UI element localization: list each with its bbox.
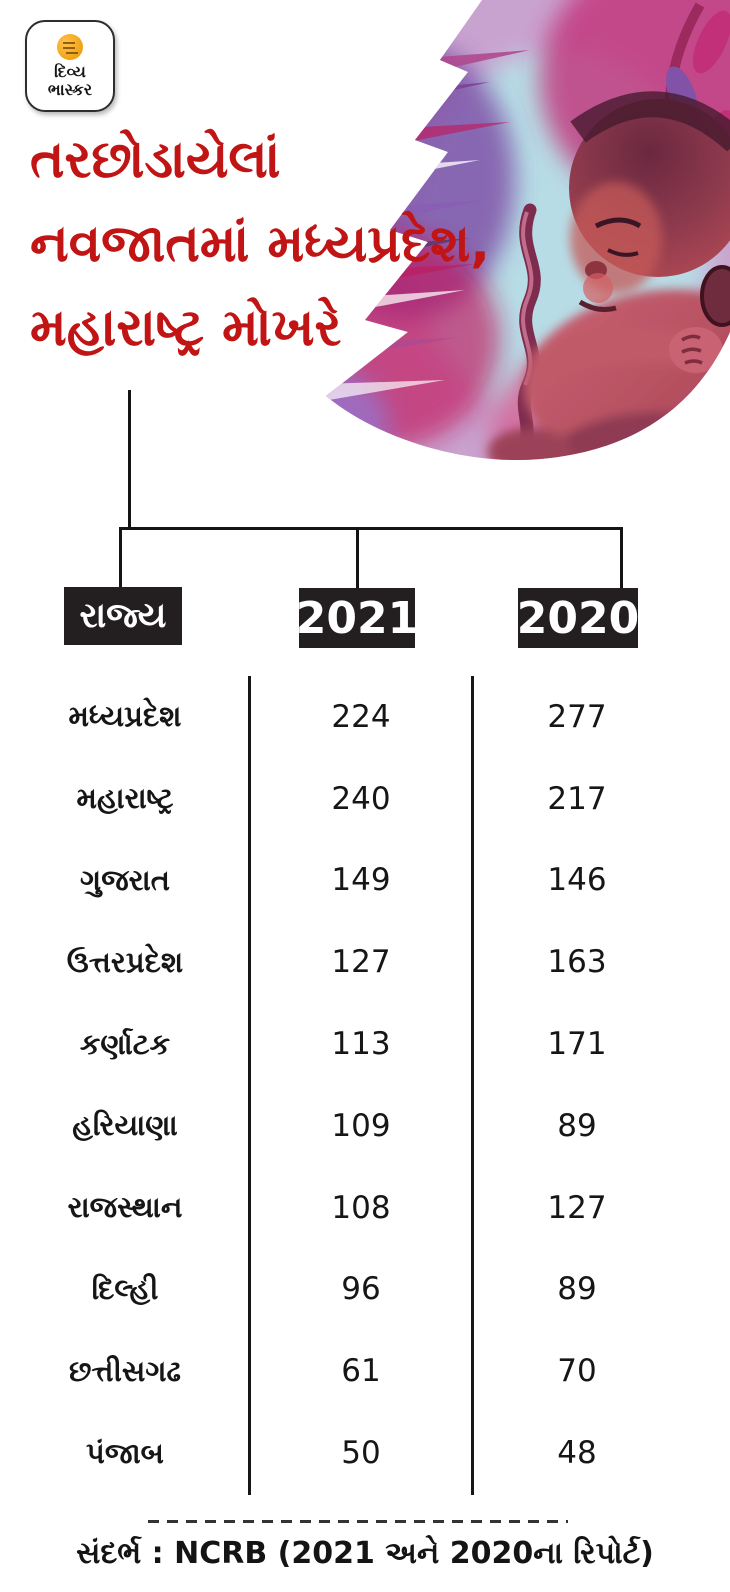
- value-2020: 277: [547, 698, 607, 735]
- table-row: ગુજરાત 149 146: [0, 840, 682, 922]
- value-2020: 89: [557, 1271, 597, 1308]
- source-note: સંદર્ભ : NCRB (2021 અને 2020ના રિપોર્ટ): [76, 1536, 654, 1571]
- value-2020: 171: [547, 1026, 607, 1063]
- value-2021: 149: [331, 862, 391, 899]
- table-row: મધ્યપ્રદેશ 224 277: [0, 676, 682, 758]
- state-name: છત્તીસગઢ: [69, 1353, 181, 1388]
- state-name: પંજાબ: [86, 1435, 164, 1470]
- title-line-2-bold: નવજાતમાં: [30, 214, 250, 274]
- column-divider-2: [471, 676, 474, 1495]
- state-name: રાજસ્થાન: [67, 1190, 183, 1225]
- divya-bhaskar-logo: દિવ્ય ભાસ્કર: [25, 20, 115, 112]
- connector-drop-2021: [356, 527, 359, 590]
- connector-drop-2020: [620, 527, 623, 590]
- value-2020: 163: [547, 944, 607, 981]
- value-2021: 108: [331, 1189, 391, 1226]
- value-2020: 48: [557, 1435, 597, 1472]
- table-row: પંજાબ 50 48: [0, 1412, 682, 1494]
- baby-artwork: [326, 0, 730, 461]
- title-line-2: નવજાતમાં મધ્યપ્રદેશ,: [30, 202, 490, 286]
- value-2020: 89: [557, 1107, 597, 1144]
- value-2021: 127: [331, 944, 391, 981]
- value-2020: 127: [547, 1189, 607, 1226]
- value-2020: 146: [547, 862, 607, 899]
- sun-icon: [57, 33, 83, 60]
- value-2021: 113: [331, 1026, 391, 1063]
- connector-stem: [128, 390, 131, 529]
- state-name: ઉત્તરપ્રદેશ: [66, 944, 184, 979]
- dashed-divider: [148, 1520, 568, 1523]
- connector-horizontal: [119, 527, 623, 530]
- table-row: મહારાષ્ટ્ર 240 217: [0, 758, 682, 840]
- logo-text-line2: ભાસ્કર: [47, 79, 93, 99]
- title-line-1: તરછોડાયેલાં: [30, 130, 281, 190]
- logo-text-line1: દિવ્ય: [54, 61, 86, 81]
- table-row: દિલ્હી 96 89: [0, 1249, 682, 1331]
- state-name: કર્ણાટક: [79, 1026, 171, 1061]
- value-2020: 217: [547, 780, 607, 817]
- table-row: કર્ણાટક 113 171: [0, 1003, 682, 1085]
- state-name: ગુજરાત: [80, 862, 170, 897]
- state-name: દિલ્હી: [91, 1271, 159, 1306]
- table-row: રાજસ્થાન 108 127: [0, 1167, 682, 1249]
- connector-drop-state: [119, 527, 122, 589]
- table-row: ઉત્તરપ્રદેશ 127 163: [0, 921, 682, 1003]
- title-line-2-rest: મધ્યપ્રદેશ,: [249, 214, 491, 274]
- value-2021: 224: [331, 698, 391, 735]
- table-row: હરિયાણા 109 89: [0, 1085, 682, 1167]
- state-name: મહારાષ્ટ્ર: [76, 781, 174, 816]
- column-divider-1: [248, 676, 251, 1495]
- value-2020: 70: [557, 1353, 597, 1390]
- title-line-3: મહારાષ્ટ્ર મોખરે: [30, 298, 342, 358]
- value-2021: 61: [341, 1353, 381, 1390]
- header-2021: 2021: [296, 588, 418, 648]
- header-2020: 2020: [517, 588, 639, 648]
- title: તરછોડાયેલાં નવજાતમાં મધ્યપ્રદેશ, મહારાષ્…: [30, 118, 490, 370]
- table-row: છત્તીસગઢ 61 70: [0, 1330, 682, 1412]
- value-2021: 240: [331, 780, 391, 817]
- value-2021: 96: [341, 1271, 381, 1308]
- state-name: મધ્યપ્રદેશ: [68, 699, 182, 734]
- value-2021: 109: [331, 1107, 391, 1144]
- state-table: મધ્યપ્રદેશ 224 277 મહારાષ્ટ્ર 240 217 ગુજરાત 14…: [0, 676, 682, 1494]
- header-state: રાજ્ય: [64, 587, 182, 645]
- value-2021: 50: [341, 1435, 381, 1472]
- state-name: હરિયાણા: [72, 1108, 178, 1143]
